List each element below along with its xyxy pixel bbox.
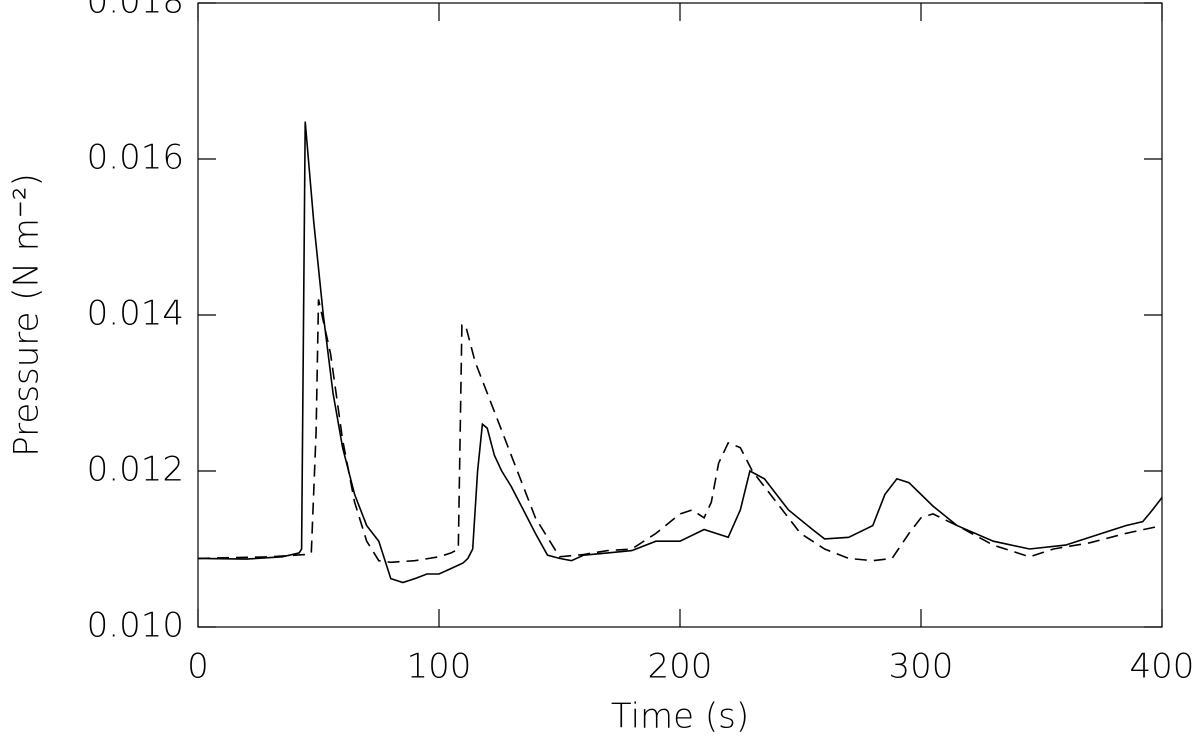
x-tick-label: 0: [187, 647, 209, 687]
y-tick-label: 0.012: [87, 450, 184, 490]
plot-frame: [197, 2, 1163, 628]
y-tick-label: 0.014: [87, 294, 184, 334]
x-tick-label: 200: [648, 647, 713, 687]
y-tick-label: 0.018: [87, 0, 184, 22]
y-tick-label: 0.010: [87, 606, 184, 646]
x-axis-label: Time (s): [611, 697, 749, 737]
y-tick-label: 0.016: [87, 138, 184, 178]
data-line: [197, 299, 1163, 564]
y-axis-label: Pressure (N m⁻²): [7, 173, 47, 456]
x-tick-label: 100: [407, 647, 472, 687]
x-tick-label: 400: [1130, 647, 1195, 687]
x-tick-label: 300: [889, 647, 954, 687]
data-line: [197, 121, 1163, 584]
